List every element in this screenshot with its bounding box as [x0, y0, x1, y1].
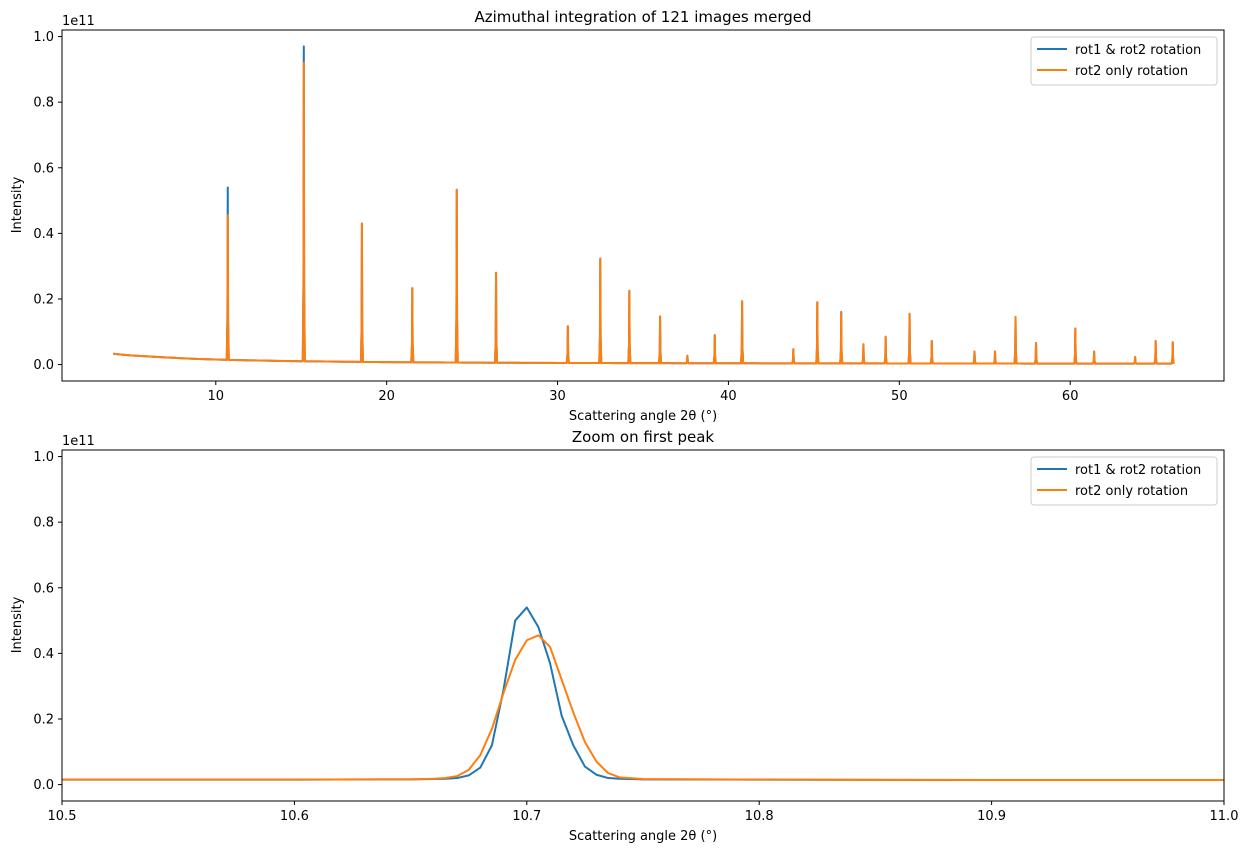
series-group [113, 45, 1175, 365]
legend-label-series-1: rot1 & rot2 rotation [1075, 463, 1201, 478]
legend-label-series-2: rot2 only rotation [1075, 484, 1188, 499]
series-line-1 [113, 45, 1175, 365]
legend: rot1 & rot2 rotation rot2 only rotation [1030, 36, 1218, 86]
legend: rot1 & rot2 rotation rot2 only rotation [1030, 456, 1218, 506]
legend-box [1030, 36, 1218, 86]
chart-title: Zoom on first peak [572, 428, 714, 446]
y-tick-label: 0.6 [33, 161, 54, 176]
x-axis-label: Scattering angle 2θ (°) [569, 409, 717, 424]
y-tick-label: 1.0 [33, 30, 54, 45]
chart-title: Azimuthal integration of 121 images merg… [474, 8, 811, 26]
x-axis-ticks: 10 20 30 40 50 60 [208, 381, 1079, 404]
y-tick-label: 0.0 [33, 358, 54, 373]
y-tick-label: 0.4 [33, 227, 54, 242]
x-tick-label: 30 [549, 389, 566, 404]
x-tick-label: 10.5 [48, 809, 77, 824]
x-tick-label: 20 [378, 389, 395, 404]
y-tick-label: 0.4 [33, 647, 54, 662]
x-axis-label: Scattering angle 2θ (°) [569, 829, 717, 844]
legend-label-series-1: rot1 & rot2 rotation [1075, 43, 1201, 58]
y-tick-label: 0.2 [33, 712, 54, 727]
y-tick-label: 0.8 [33, 96, 54, 111]
y-axis-ticks: 0.0 0.2 0.4 0.6 0.8 1.0 [33, 450, 62, 793]
y-axis-label: Intensity [10, 596, 25, 653]
x-tick-label: 10.9 [977, 809, 1006, 824]
y-tick-label: 0.8 [33, 516, 54, 531]
x-tick-label: 60 [1062, 389, 1079, 404]
y-axis-ticks: 0.0 0.2 0.4 0.6 0.8 1.0 [33, 30, 62, 373]
y-axis-label: Intensity [10, 176, 25, 233]
x-tick-label: 11.0 [1210, 809, 1239, 824]
series-group [62, 606, 1224, 782]
x-tick-label: 50 [891, 389, 908, 404]
y-tick-label: 0.2 [33, 292, 54, 307]
legend-box [1030, 456, 1218, 506]
y-tick-label: 0.6 [33, 581, 54, 596]
x-tick-label: 40 [720, 389, 737, 404]
plot-frame [61, 449, 1225, 802]
y-tick-label: 0.0 [33, 778, 54, 793]
legend-label-series-2: rot2 only rotation [1075, 64, 1188, 79]
series-line-1 [62, 606, 1224, 782]
x-axis-ticks: 10.5 10.6 10.7 10.8 10.9 11.0 [48, 801, 1239, 824]
x-tick-label: 10 [208, 389, 225, 404]
y-tick-label: 1.0 [33, 450, 54, 465]
plot-frame [61, 29, 1225, 382]
series-line-2 [62, 634, 1224, 782]
series-line-2 [113, 61, 1175, 365]
chart-panel-zoom: Zoom on first peak 1e11 10.5 10.6 10.7 10.8… [10, 428, 1238, 844]
x-tick-label: 10.7 [512, 809, 541, 824]
x-tick-label: 10.6 [280, 809, 309, 824]
x-tick-label: 10.8 [745, 809, 774, 824]
chart-panel-full-range: Azimuthal integration of 121 images merg… [10, 8, 1225, 424]
y-offset-label: 1e11 [62, 434, 95, 449]
y-offset-label: 1e11 [62, 14, 95, 29]
